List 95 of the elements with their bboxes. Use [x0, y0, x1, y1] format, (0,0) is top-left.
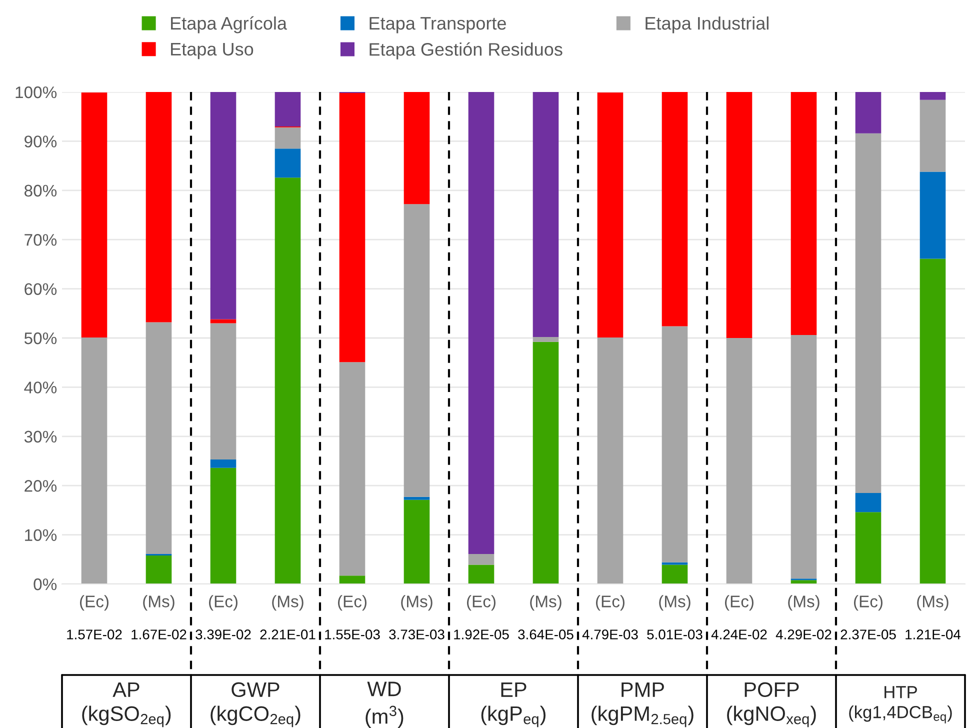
x-tick-label: (Ec) [725, 595, 754, 611]
legend-label: Etapa Gestión Residuos [370, 42, 562, 60]
bar [274, 148, 301, 178]
bar [210, 468, 236, 584]
bar [920, 100, 946, 172]
text: 3.64E-05 [518, 630, 574, 640]
y-tick-label: 30% [24, 430, 57, 443]
bar [146, 322, 172, 554]
legend-label: Etapa Agrícola [171, 16, 288, 34]
text: WD (m$^{3}$) [366, 682, 404, 728]
bar [790, 335, 817, 579]
bar [726, 92, 752, 338]
x-tick-label: (Ec) [338, 595, 366, 611]
text: AP (kgSO$_{2eq}$) [82, 682, 171, 728]
bar [81, 92, 108, 338]
y-tick-label: 70% [24, 234, 57, 246]
bar [855, 133, 882, 493]
bar [532, 342, 559, 584]
y-tick-label: 100% [16, 86, 57, 98]
bar [726, 338, 752, 584]
x-tick-label: (Ms) [530, 595, 562, 611]
bar [855, 492, 882, 512]
x-tick-label: (Ec) [80, 595, 108, 611]
bar [210, 92, 236, 320]
bar [597, 92, 624, 338]
bar [468, 92, 494, 554]
text: 4.24E-02 [711, 630, 767, 640]
bar [274, 92, 301, 126]
bar [146, 555, 172, 584]
text: 4.79E-03 [582, 630, 638, 640]
bar [404, 500, 430, 584]
bar [920, 258, 946, 584]
x-tick-label: (Ms) [401, 595, 432, 611]
y-tick-label: 10% [25, 529, 57, 542]
text: HTP (kg1,4DCB$_{eq}$) [849, 686, 952, 724]
y-tick-label: 0% [34, 578, 57, 590]
bar [274, 127, 301, 149]
bar [790, 92, 817, 336]
bar [274, 178, 301, 584]
x-tick-label: (Ms) [272, 595, 304, 611]
y-tick-label: 90% [24, 136, 57, 148]
x-tick-label: (Ms) [788, 595, 820, 611]
bar [339, 576, 366, 584]
bar [210, 323, 236, 460]
bar [339, 362, 366, 576]
bar [662, 92, 688, 326]
bar [210, 460, 236, 468]
x-tick-label: (Ec) [467, 595, 496, 611]
bar [662, 562, 688, 565]
x-tick-label: (Ec) [596, 595, 624, 611]
text: 2.37E-05 [840, 630, 896, 640]
text: 4.29E-02 [776, 630, 832, 640]
y-tick-label: 20% [24, 480, 57, 492]
bar [855, 92, 882, 134]
text: GWP (kgCO$_{2eq}$) [210, 682, 300, 728]
bar [468, 554, 494, 565]
bar [855, 512, 882, 584]
y-tick-label: 60% [24, 283, 57, 296]
legend-label: Etapa Transporte [370, 17, 506, 34]
text: 1.92E-05 [454, 630, 509, 640]
text: 3.73E-03 [389, 630, 444, 640]
text: 3.39E-02 [196, 630, 251, 640]
bar [532, 92, 559, 338]
text: PMP (kgPM$_{2.5eq}$) [592, 682, 694, 728]
text: EP (kgP$_{eq}$) [481, 682, 546, 728]
bar [662, 564, 688, 584]
text: 1.57E-02 [67, 630, 122, 640]
x-tick-label: (Ec) [209, 595, 238, 611]
x-tick-label: (Ec) [854, 595, 882, 611]
text: POFP (kgNO$_{xeq}$) [727, 682, 816, 728]
y-tick-label: 50% [24, 332, 57, 344]
text: 1.21E-04 [906, 630, 961, 640]
x-tick-label: (Ms) [143, 595, 174, 611]
legend-label: Etapa Uso [171, 42, 254, 60]
bar [404, 92, 430, 204]
bar [339, 92, 366, 362]
bar [920, 172, 946, 259]
text: 2.21E-01 [260, 630, 316, 640]
x-tick-label: (Ms) [917, 595, 948, 611]
y-tick-label: 40% [24, 382, 57, 394]
bar [532, 337, 559, 342]
legend-label: Etapa Industrial [646, 16, 768, 34]
bar [920, 92, 946, 100]
bar [146, 92, 172, 322]
bar [404, 204, 430, 497]
x-tick-label: (Ms) [659, 595, 690, 611]
text: 1.55E-03 [325, 630, 380, 640]
bar [662, 326, 688, 562]
bar [468, 564, 494, 584]
bar [597, 338, 624, 584]
text: 5.01E-03 [647, 630, 702, 640]
text: 1.67E-02 [132, 630, 186, 640]
y-tick-label: 80% [24, 184, 57, 197]
bar [404, 496, 430, 500]
bar [81, 338, 108, 584]
